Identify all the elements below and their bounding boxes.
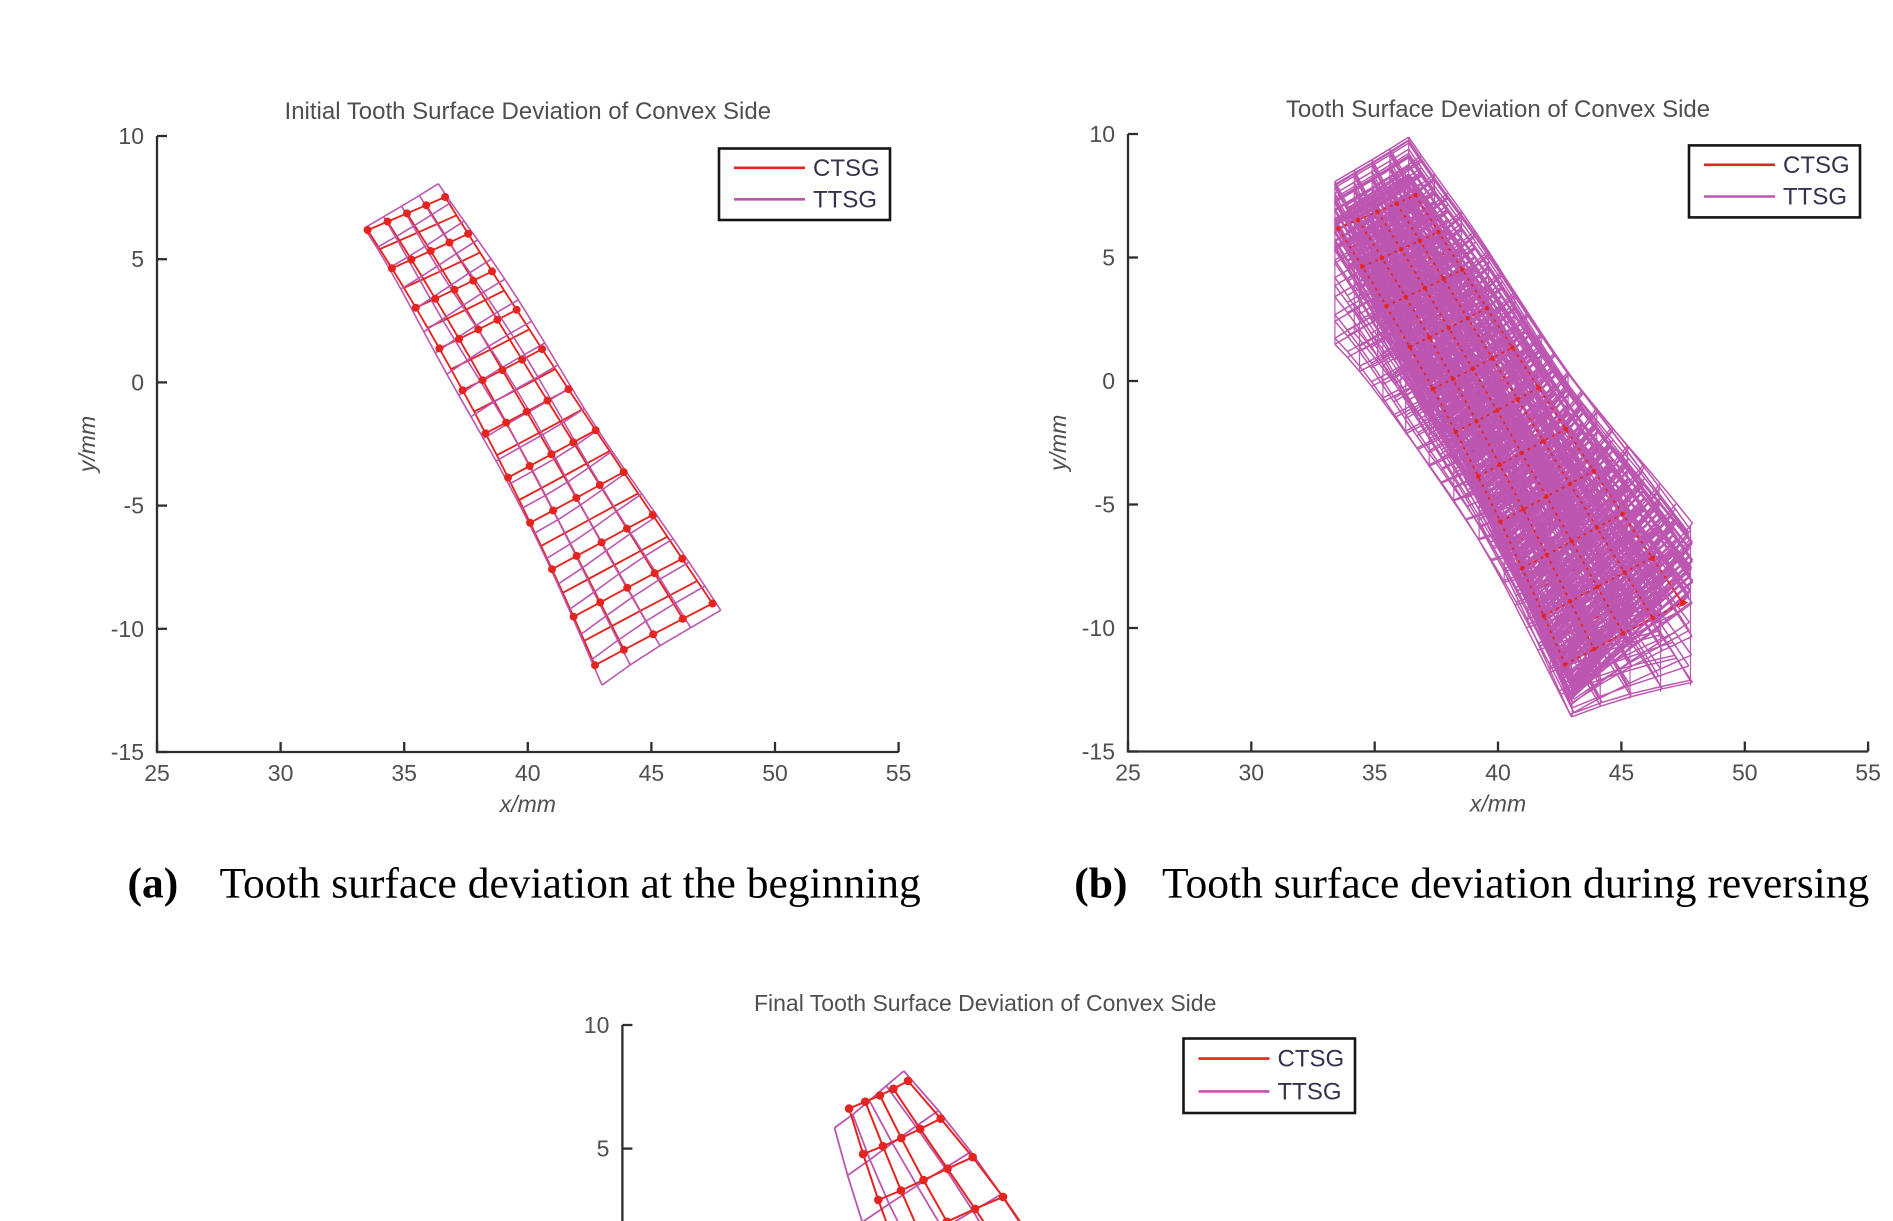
svg-text:50: 50 — [762, 760, 788, 786]
svg-text:0: 0 — [131, 369, 144, 395]
svg-text:CTSG: CTSG — [813, 155, 880, 182]
svg-text:x/mm: x/mm — [499, 791, 556, 817]
svg-text:CTSG: CTSG — [1783, 152, 1850, 179]
svg-text:Initial Tooth Surface Deviatio: Initial Tooth Surface Deviation of Conve… — [285, 98, 772, 125]
svg-text:TTSG: TTSG — [813, 186, 877, 213]
svg-text:35: 35 — [391, 760, 417, 786]
svg-text:5: 5 — [597, 1136, 610, 1162]
svg-text:40: 40 — [515, 760, 541, 786]
svg-text:45: 45 — [1609, 760, 1635, 786]
svg-text:x/mm: x/mm — [1469, 791, 1526, 817]
svg-text:-5: -5 — [124, 493, 144, 519]
svg-text:30: 30 — [268, 760, 294, 786]
svg-text:y/mm: y/mm — [74, 416, 100, 474]
svg-text:25: 25 — [144, 760, 170, 786]
svg-text:55: 55 — [1855, 760, 1881, 786]
svg-text:(b): (b) — [1074, 860, 1127, 908]
svg-text:55: 55 — [886, 760, 912, 786]
svg-text:Tooth Surface Deviation of Con: Tooth Surface Deviation of Convex Side — [1286, 96, 1710, 123]
svg-text:TTSG: TTSG — [1783, 184, 1847, 211]
svg-text:10: 10 — [584, 1012, 610, 1038]
svg-text:10: 10 — [1089, 121, 1115, 147]
svg-text:Final Tooth Surface Deviation: Final Tooth Surface Deviation of Convex … — [754, 990, 1216, 1016]
svg-text:y/mm: y/mm — [1045, 415, 1071, 473]
svg-text:25: 25 — [1115, 760, 1141, 786]
svg-text:5: 5 — [1102, 245, 1115, 271]
svg-text:-10: -10 — [111, 616, 144, 642]
svg-text:-15: -15 — [111, 739, 144, 765]
svg-text:Tooth surface deviation at the: Tooth surface deviation at the beginning — [220, 860, 921, 908]
svg-text:40: 40 — [1485, 760, 1511, 786]
svg-text:-10: -10 — [1082, 615, 1115, 641]
svg-text:30: 30 — [1239, 760, 1265, 786]
svg-text:45: 45 — [639, 760, 665, 786]
svg-text:(a): (a) — [128, 860, 179, 908]
svg-text:CTSG: CTSG — [1278, 1046, 1345, 1073]
svg-text:-15: -15 — [1082, 739, 1115, 765]
svg-text:5: 5 — [131, 246, 144, 272]
svg-text:10: 10 — [118, 123, 144, 149]
svg-text:0: 0 — [1102, 368, 1115, 394]
svg-text:TTSG: TTSG — [1278, 1078, 1342, 1105]
svg-text:50: 50 — [1732, 760, 1758, 786]
svg-text:-5: -5 — [1095, 492, 1115, 518]
svg-text:35: 35 — [1362, 760, 1388, 786]
svg-text:Tooth surface deviation during: Tooth surface deviation during reversing — [1162, 860, 1869, 908]
